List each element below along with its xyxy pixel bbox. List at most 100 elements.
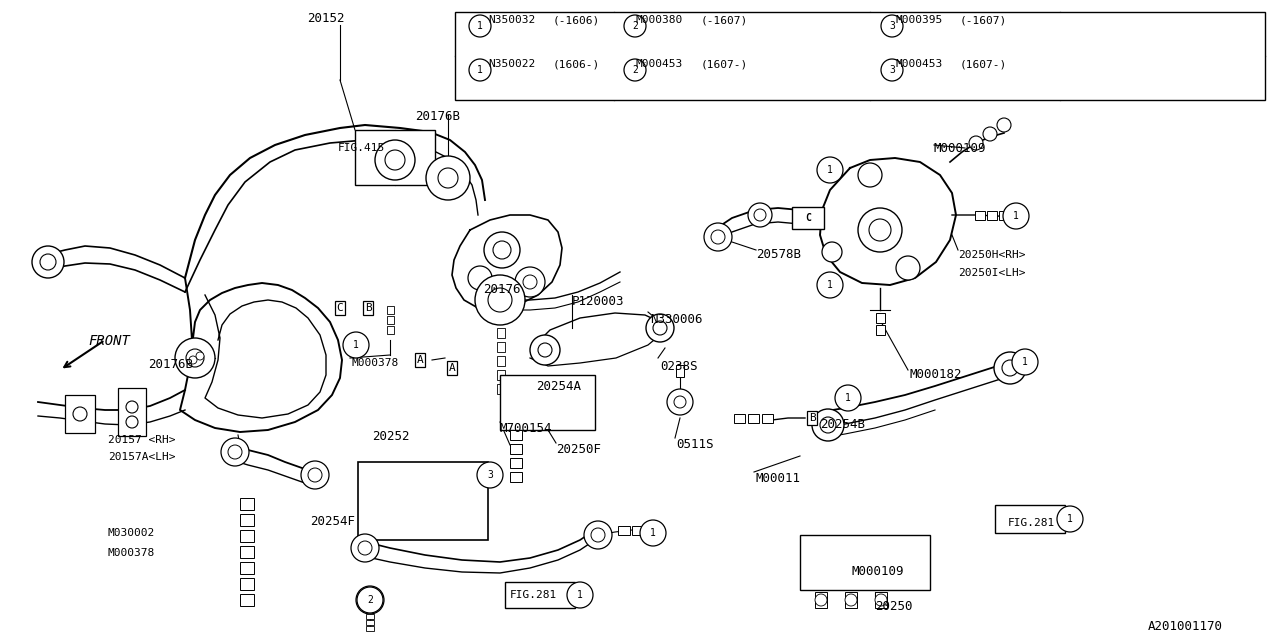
Circle shape — [493, 241, 511, 259]
Text: 20250: 20250 — [876, 600, 913, 613]
Circle shape — [530, 335, 561, 365]
Text: M00011: M00011 — [755, 472, 800, 485]
Circle shape — [754, 209, 765, 221]
Bar — [975, 211, 986, 220]
Circle shape — [983, 127, 997, 141]
Text: 1: 1 — [1012, 211, 1019, 221]
Text: M000453: M000453 — [895, 59, 942, 69]
Circle shape — [896, 256, 920, 280]
Circle shape — [468, 266, 492, 290]
Circle shape — [375, 140, 415, 180]
Text: M700154: M700154 — [500, 422, 553, 435]
Text: 20252: 20252 — [372, 430, 410, 443]
Bar — [454, 12, 1265, 100]
Circle shape — [625, 59, 646, 81]
Text: 20157A<LH>: 20157A<LH> — [108, 452, 175, 462]
Circle shape — [997, 118, 1011, 132]
Text: FIG.415: FIG.415 — [338, 143, 385, 153]
Circle shape — [125, 401, 138, 413]
Text: M000378: M000378 — [108, 548, 155, 558]
Bar — [632, 526, 644, 535]
Text: 1: 1 — [353, 340, 358, 350]
Circle shape — [385, 150, 404, 170]
Circle shape — [468, 59, 492, 81]
Bar — [355, 130, 435, 185]
Bar — [748, 414, 759, 423]
Circle shape — [186, 349, 204, 367]
Text: 1: 1 — [477, 21, 483, 31]
Text: A: A — [448, 363, 456, 373]
Circle shape — [515, 267, 545, 297]
Bar — [497, 384, 506, 394]
Circle shape — [125, 416, 138, 428]
Bar — [241, 594, 253, 606]
Text: FIG.281: FIG.281 — [509, 590, 557, 600]
Circle shape — [1057, 506, 1083, 532]
Text: 3: 3 — [890, 65, 895, 75]
Circle shape — [488, 288, 512, 312]
Circle shape — [1004, 203, 1029, 229]
Bar — [241, 562, 253, 574]
Text: (1606-): (1606-) — [553, 59, 600, 69]
Bar — [500, 375, 595, 430]
Circle shape — [1012, 349, 1038, 375]
Text: 3: 3 — [890, 21, 895, 31]
Circle shape — [228, 445, 242, 459]
Text: M030002: M030002 — [108, 528, 155, 538]
Circle shape — [175, 338, 215, 378]
Circle shape — [524, 275, 538, 289]
Circle shape — [538, 343, 552, 357]
Text: (-1606): (-1606) — [553, 15, 600, 25]
Text: B: B — [809, 413, 815, 423]
Circle shape — [881, 59, 902, 81]
Text: N350022: N350022 — [488, 59, 535, 69]
Bar — [241, 498, 253, 510]
Bar — [118, 388, 146, 436]
Circle shape — [73, 407, 87, 421]
Circle shape — [40, 254, 56, 270]
Text: M000453: M000453 — [636, 59, 684, 69]
Text: FRONT: FRONT — [88, 334, 129, 348]
Text: 20176: 20176 — [483, 283, 521, 296]
Text: 1: 1 — [845, 393, 851, 403]
Text: M000395: M000395 — [895, 15, 942, 25]
Circle shape — [475, 275, 525, 325]
Circle shape — [667, 389, 692, 415]
Circle shape — [710, 230, 724, 244]
Bar — [497, 328, 506, 338]
Text: 20152: 20152 — [307, 12, 344, 25]
Circle shape — [812, 409, 844, 441]
Text: 20250F: 20250F — [556, 443, 602, 456]
Text: A201001170: A201001170 — [1148, 620, 1222, 633]
Bar — [497, 370, 506, 380]
Text: 2: 2 — [632, 21, 637, 31]
Bar — [509, 472, 522, 482]
Bar — [241, 530, 253, 542]
Bar — [497, 342, 506, 352]
Text: 2: 2 — [632, 65, 637, 75]
Bar — [762, 414, 773, 423]
Bar — [387, 306, 394, 314]
Circle shape — [221, 438, 250, 466]
Bar — [497, 356, 506, 366]
Circle shape — [189, 356, 197, 364]
Text: 3: 3 — [488, 470, 493, 480]
Bar — [366, 626, 374, 631]
Bar — [366, 614, 374, 619]
Circle shape — [357, 587, 383, 613]
Circle shape — [858, 208, 902, 252]
Text: 1: 1 — [577, 590, 582, 600]
Text: 1: 1 — [827, 165, 833, 175]
Circle shape — [995, 352, 1027, 384]
Circle shape — [477, 462, 503, 488]
Text: P120003: P120003 — [572, 295, 625, 308]
Circle shape — [817, 272, 844, 298]
Text: (-1607): (-1607) — [960, 15, 1007, 25]
Circle shape — [343, 332, 369, 358]
Circle shape — [484, 232, 520, 268]
Circle shape — [646, 314, 675, 342]
Bar — [358, 462, 488, 540]
Circle shape — [820, 417, 836, 433]
Bar — [876, 313, 884, 323]
Bar — [995, 505, 1065, 533]
